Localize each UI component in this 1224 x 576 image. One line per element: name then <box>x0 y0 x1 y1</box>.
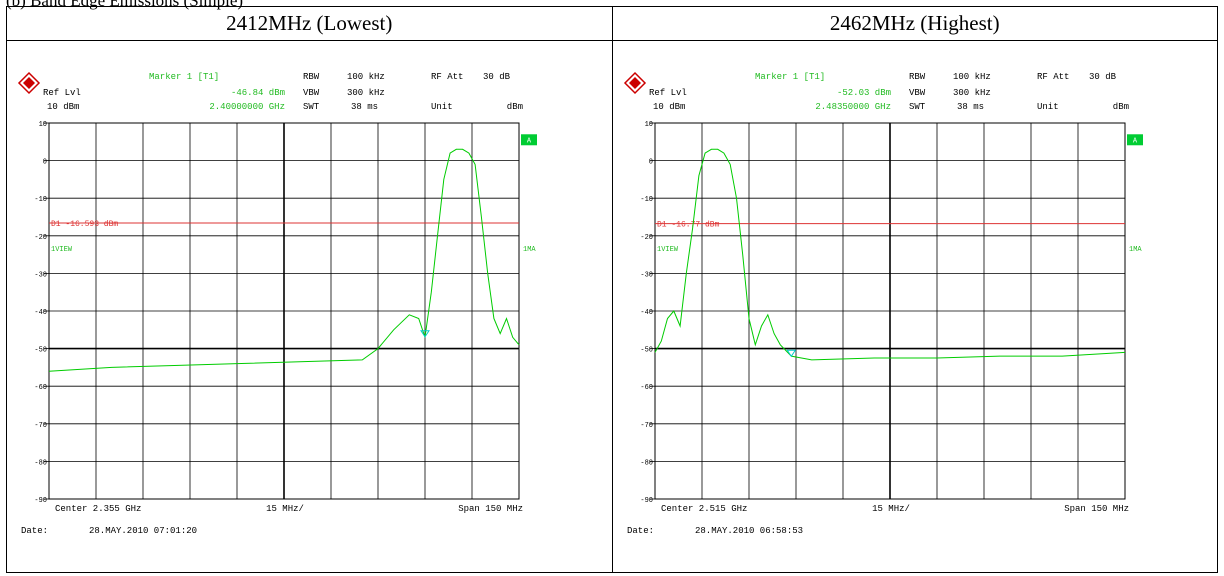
marker-1 <box>420 330 430 338</box>
marker-1 <box>785 349 796 358</box>
y-tick-label: -20 <box>34 234 47 242</box>
rbw-label: RBW <box>909 72 926 82</box>
swt-value: 38 ms <box>351 102 378 112</box>
span-label: Span 150 MHz <box>1064 504 1129 514</box>
y-tick-label: -20 <box>640 234 653 242</box>
y-tick-label: -60 <box>640 384 653 392</box>
unit-label: Unit <box>431 102 453 112</box>
vbw-value: 300 kHz <box>953 88 991 98</box>
trace-a-label: A <box>527 137 532 145</box>
y-tick-label: -50 <box>34 347 47 355</box>
spectrum-plot-highest: Marker 1 [T1] -52.03 dBm 2.48350000 GHz Ref… <box>623 71 1143 536</box>
swt-label: SWT <box>303 102 320 112</box>
header-highest: 2462MHz (Highest) <box>611 6 1218 41</box>
division-label: 15 MHz/ <box>266 504 304 514</box>
rbw-value: 100 kHz <box>953 72 991 82</box>
trace-view-tag: 1VIEW <box>657 246 679 254</box>
marker-level: -52.03 dBm <box>836 88 890 98</box>
y-tick-label: -60 <box>34 384 47 392</box>
y-tick-label: -90 <box>34 497 47 505</box>
ref-level-value: 10 dBm <box>47 102 79 112</box>
marker-label: Marker 1 [T1] <box>149 72 219 82</box>
display-line-label: D1 -16.593 dBm <box>51 220 118 229</box>
rf-att-label: RF Att <box>431 72 463 82</box>
trace-a-badge <box>521 134 537 146</box>
date-value: 28.MAY.2010 07:01:20 <box>89 526 197 536</box>
span-label: Span 150 MHz <box>458 504 523 514</box>
y-tick-label: -40 <box>640 309 653 317</box>
y-tick-label: -40 <box>34 309 47 317</box>
ref-level-label: Ref Lvl <box>649 88 687 98</box>
y-tick-label: -70 <box>34 422 47 430</box>
y-tick-label: -10 <box>640 196 653 204</box>
y-tick-label: -90 <box>640 497 653 505</box>
rohde-schwarz-logo-icon <box>623 71 646 95</box>
y-tick-label: 0 <box>43 159 47 167</box>
rbw-label: RBW <box>303 72 320 82</box>
y-tick-label: 10 <box>644 121 652 129</box>
swt-label: SWT <box>909 102 926 112</box>
swt-value: 38 ms <box>957 102 984 112</box>
rohde-schwarz-logo-icon <box>17 71 41 95</box>
results-table: 2412MHz (Lowest) 2462MHz (Highest) Marke… <box>6 6 1218 573</box>
date-label: Date: <box>21 526 48 536</box>
spectrum-trace <box>48 148 520 372</box>
date-label: Date: <box>627 526 654 536</box>
ref-level-value: 10 dBm <box>653 102 685 112</box>
ref-level-label: Ref Lvl <box>43 88 81 98</box>
division-label: 15 MHz/ <box>872 504 910 514</box>
marker-frequency: 2.48350000 GHz <box>815 102 891 112</box>
marker-level: -46.84 dBm <box>231 88 285 98</box>
y-tick-label: -30 <box>640 271 653 279</box>
display-line-label: D1 -16.77 dBm <box>657 221 720 230</box>
vbw-value: 300 kHz <box>347 88 385 98</box>
marker-frequency: 2.40000000 GHz <box>209 102 285 112</box>
trace-a-label: A <box>1132 137 1137 145</box>
trace-a-badge <box>1126 134 1143 146</box>
spectrum-plot-lowest: Marker 1 [T1] -46.84 dBm 2.40000000 GHz Ref… <box>17 71 537 536</box>
vbw-label: VBW <box>909 88 926 98</box>
center-frequency-label: Center 2.355 GHz <box>55 504 141 514</box>
spectrum-trace <box>654 148 1125 361</box>
rf-att-value: 30 dB <box>1089 72 1117 82</box>
plot-cell-highest: Marker 1 [T1] -52.03 dBm 2.48350000 GHz Ref… <box>611 40 1218 573</box>
vbw-label: VBW <box>303 88 320 98</box>
y-tick-label: 0 <box>648 159 652 167</box>
trace-ma-tag: 1MA <box>523 246 536 254</box>
unit-label: Unit <box>1037 102 1059 112</box>
y-tick-label: 10 <box>39 121 47 129</box>
y-tick-label: -80 <box>640 459 653 467</box>
unit-value: dBm <box>507 102 523 112</box>
rf-att-label: RF Att <box>1037 72 1069 82</box>
y-tick-label: -50 <box>640 347 653 355</box>
trace-ma-tag: 1MA <box>1129 246 1142 254</box>
y-tick-label: -70 <box>640 422 653 430</box>
trace-view-tag: 1VIEW <box>51 246 73 254</box>
y-tick-label: -10 <box>34 196 47 204</box>
unit-value: dBm <box>1112 102 1128 112</box>
plot-cell-lowest: Marker 1 [T1] -46.84 dBm 2.40000000 GHz Ref… <box>6 40 613 573</box>
rbw-value: 100 kHz <box>347 72 385 82</box>
date-value: 28.MAY.2010 06:58:53 <box>695 526 803 536</box>
marker-label: Marker 1 [T1] <box>755 72 825 82</box>
y-tick-label: -30 <box>34 271 47 279</box>
rf-att-value: 30 dB <box>483 72 511 82</box>
header-lowest: 2412MHz (Lowest) <box>6 6 613 41</box>
y-tick-label: -80 <box>34 459 47 467</box>
center-frequency-label: Center 2.515 GHz <box>661 504 747 514</box>
page-heading: (b) Band Edge Emissions (Simple) <box>6 0 244 10</box>
